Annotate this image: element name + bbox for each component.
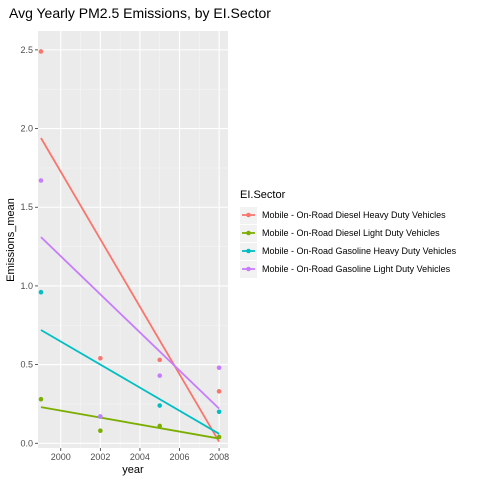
data-point (98, 356, 103, 361)
legend-key-point (246, 266, 251, 272)
x-tick-label: 2004 (130, 452, 150, 462)
data-point (216, 434, 222, 440)
legend-label: Mobile - On-Road Diesel Light Duty Vehic… (262, 228, 440, 238)
x-tick-label: 2002 (90, 452, 110, 462)
data-point (157, 373, 163, 378)
data-point (38, 49, 44, 54)
x-tick-label: 2006 (169, 452, 189, 462)
data-point (157, 403, 163, 408)
data-point (157, 423, 163, 429)
data-point (216, 389, 222, 394)
y-tick-label: 2.0 (20, 124, 33, 134)
legend-title: EI.Sector (240, 189, 286, 201)
y-tick-label: 0.5 (20, 360, 33, 370)
trend-line (40, 329, 220, 435)
legend: EI.Sector Mobile - On-Road Diesel Heavy … (240, 189, 457, 278)
major-gridlines (38, 31, 228, 448)
data-point (38, 178, 44, 183)
legend-label: Mobile - On-Road Gasoline Light Duty Veh… (262, 264, 451, 274)
data-point (98, 414, 103, 419)
data-point (157, 357, 163, 363)
legend-label: Mobile - On-Road Gasoline Heavy Duty Veh… (262, 246, 457, 256)
legend-key-point (246, 248, 251, 254)
data-point (216, 365, 222, 371)
legend-key-point (246, 230, 251, 236)
y-tick-label: 1.0 (20, 281, 33, 291)
trend-line (40, 137, 220, 443)
plot-panel (38, 31, 228, 448)
data-point (98, 428, 103, 433)
legend-label: Mobile - On-Road Diesel Heavy Duty Vehic… (262, 210, 446, 220)
x-axis: 2000 2002 2004 2006 2008 (51, 448, 229, 462)
chart-title: Avg Yearly PM2.5 Emissions, by EI.Sector (9, 5, 271, 21)
x-tick-label: 2008 (209, 452, 229, 462)
y-tick-label: 1.5 (20, 202, 33, 212)
legend-key-point (246, 212, 251, 218)
trend-line (40, 236, 220, 410)
data-point (38, 396, 44, 402)
data-point (216, 409, 222, 415)
y-axis: 0.0 0.5 1.0 1.5 2.0 2.5 (20, 45, 38, 448)
data-points (38, 49, 222, 440)
x-axis-label: year (122, 464, 144, 476)
x-tick-label: 2000 (51, 452, 71, 462)
y-axis-label: Emissions_mean (5, 198, 17, 282)
y-tick-label: 2.5 (20, 45, 33, 55)
data-point (38, 289, 44, 295)
trend-lines (40, 137, 220, 443)
trend-line (40, 406, 220, 440)
y-tick-label: 0.0 (20, 438, 33, 448)
minor-gridlines (38, 31, 228, 448)
